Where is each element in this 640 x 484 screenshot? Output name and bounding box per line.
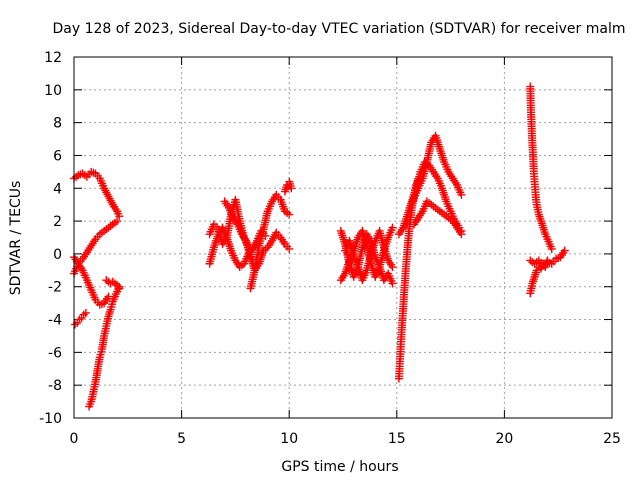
data-point	[543, 256, 552, 265]
y-tick-label: 12	[44, 50, 62, 66]
y-tick-label: -10	[39, 411, 62, 427]
y-tick-label: 10	[44, 83, 62, 99]
y-tick-label: 6	[53, 148, 62, 164]
data-point	[388, 279, 397, 288]
data-point	[388, 263, 397, 272]
data-point	[113, 217, 122, 226]
data-point	[560, 246, 569, 255]
y-tick-label: 4	[53, 181, 62, 197]
data-point	[547, 244, 556, 253]
y-tick-label: -8	[48, 378, 62, 394]
axis-ticks: -10 -8 -6 -4 -2 0 2 4 6 8 10 12 0 5 10 15 20 25	[39, 50, 621, 447]
data-point	[285, 210, 294, 219]
y-tick-label: -6	[48, 345, 62, 361]
x-tick-label: 5	[177, 431, 186, 447]
x-tick-label: 25	[603, 431, 621, 447]
data-point	[287, 184, 296, 193]
y-axis-label: SDTVAR / TECUs	[8, 181, 24, 296]
y-tick-label: 0	[53, 247, 62, 263]
data-point	[115, 284, 124, 293]
chart-title: Day 128 of 2023, Sidereal Day-to-day VTE…	[53, 21, 626, 37]
x-tick-label: 0	[70, 431, 79, 447]
x-axis-label: GPS time / hours	[281, 459, 398, 475]
x-tick-label: 10	[280, 431, 298, 447]
plot-frame	[73, 56, 613, 419]
x-tick-label: 15	[388, 431, 406, 447]
data-point	[457, 190, 466, 199]
data-point	[115, 212, 124, 221]
data-points	[70, 82, 569, 411]
grid-lines	[74, 57, 612, 418]
y-tick-label: 2	[53, 214, 62, 230]
data-point	[388, 223, 397, 232]
y-tick-label: -4	[48, 313, 62, 329]
y-tick-label: -2	[48, 280, 62, 296]
data-point	[285, 244, 294, 253]
data-point	[457, 230, 466, 239]
y-tick-label: 8	[53, 116, 62, 132]
data-point	[81, 308, 90, 317]
x-tick-label: 20	[495, 431, 513, 447]
